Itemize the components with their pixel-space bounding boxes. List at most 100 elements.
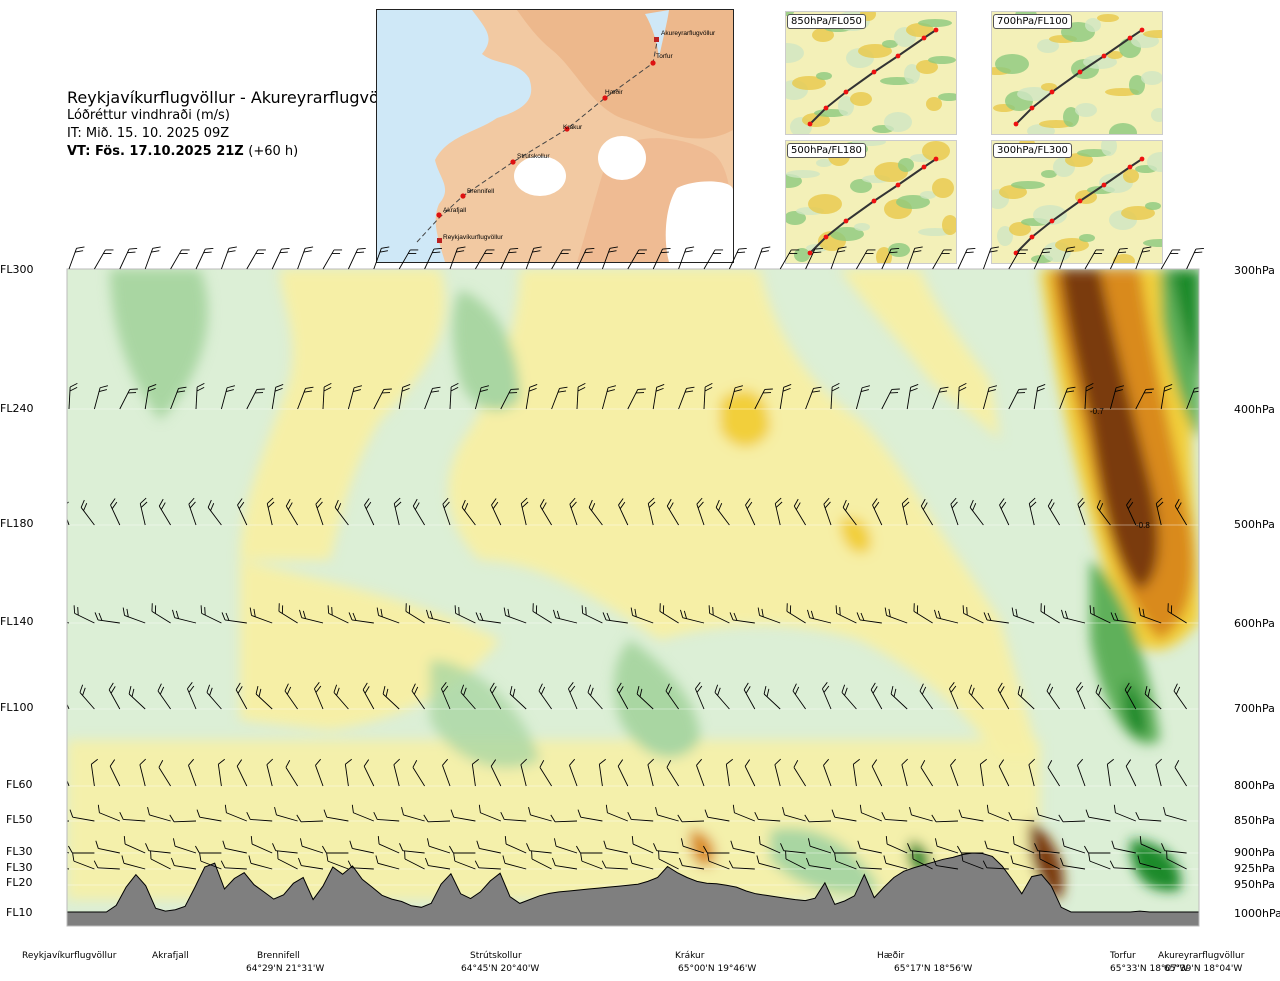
barb-staff — [67, 845, 70, 854]
wind-barb — [807, 838, 832, 854]
wind-barb — [449, 246, 466, 270]
thumb-blob — [1009, 222, 1031, 236]
wind-barb — [708, 605, 730, 624]
barb-feather — [1172, 249, 1181, 251]
barb-feather — [606, 389, 615, 393]
wind-barb — [299, 609, 324, 624]
barb-staff — [377, 862, 400, 870]
wind-barb — [1155, 497, 1164, 526]
barb-feather — [1195, 247, 1204, 250]
barb-feather — [745, 498, 751, 506]
region-down-west — [240, 269, 446, 560]
barb-feather — [1047, 498, 1053, 507]
barb-feather — [510, 247, 519, 250]
barb-staff — [647, 764, 654, 787]
barb-feather — [697, 501, 704, 509]
barb-feather — [736, 251, 746, 254]
barb-feather — [891, 388, 900, 390]
barb-feather — [206, 684, 211, 693]
wind-barb — [326, 853, 349, 870]
barb-feather — [1011, 607, 1014, 616]
barb-feather — [577, 386, 586, 392]
thumbnail-850hpa[interactable]: 850hPa/FL050 — [785, 11, 957, 135]
barb-feather — [82, 687, 86, 696]
barb-feather — [1043, 247, 1052, 250]
barb-staff — [478, 867, 501, 870]
barb-feather — [169, 814, 175, 823]
barb-feather — [1041, 251, 1050, 254]
barb-feather — [728, 860, 734, 869]
barb-feather — [999, 686, 1005, 694]
wind-barb — [779, 383, 792, 410]
barb-staff — [617, 766, 629, 787]
wind-barb — [653, 843, 679, 854]
barb-feather — [43, 858, 48, 866]
waypoint-label: Akrafjall — [152, 951, 189, 961]
wind-barb — [678, 386, 695, 410]
barb-feather — [98, 612, 103, 621]
barb-feather — [209, 687, 213, 696]
barb-feather — [1043, 605, 1046, 614]
barb-feather — [170, 857, 175, 866]
barb-feather — [949, 682, 955, 690]
thumbnail-700hpa[interactable]: 700hPa/FL100 — [991, 11, 1163, 135]
barb-staff — [403, 814, 425, 822]
barb-feather — [442, 685, 449, 693]
wind-barb — [1058, 814, 1086, 823]
barb-feather — [305, 246, 314, 249]
thumbnail-300hpa[interactable]: 300hPa/FL300 — [991, 140, 1163, 264]
thumb-blob — [850, 92, 872, 106]
thumbnail-500hpa[interactable]: 500hPa/FL180 — [785, 140, 957, 264]
wind-barb — [1040, 603, 1060, 624]
barb-feather — [860, 389, 869, 393]
barb-staff — [266, 764, 273, 787]
barb-staff — [123, 819, 146, 822]
barb-feather — [129, 247, 138, 250]
barb-staff — [326, 816, 349, 822]
barb-feather — [175, 610, 179, 619]
wind-barb — [647, 758, 655, 787]
wind-barb — [220, 246, 237, 270]
barb-feather — [139, 497, 147, 504]
barb-feather — [1166, 850, 1168, 860]
barb-feather — [961, 853, 964, 862]
barb-staff — [1139, 862, 1162, 870]
barb-feather — [841, 684, 846, 693]
barb-feather — [901, 758, 909, 765]
barb-feather — [822, 682, 828, 690]
wind-barb — [999, 498, 1010, 526]
wind-barb — [442, 497, 451, 526]
barb-feather — [865, 252, 874, 254]
valid-time: VT: Fös. 17.10.2025 21Z — [67, 144, 244, 159]
barb-feather — [80, 499, 85, 508]
barb-feather — [785, 850, 787, 860]
wind-barb — [266, 758, 274, 787]
barb-feather — [381, 246, 390, 249]
barb-feather — [176, 390, 186, 393]
barb-staff — [490, 766, 502, 787]
map-label-strutskollur: Strútskollur — [517, 153, 550, 160]
wind-barb — [520, 497, 529, 526]
barb-staff — [860, 847, 882, 854]
wind-barb — [424, 386, 441, 410]
wind-barb — [525, 383, 538, 410]
barb-feather — [246, 812, 251, 820]
barb-feather — [618, 686, 624, 694]
wind-barb — [373, 812, 400, 822]
barb-feather — [235, 682, 241, 690]
wind-barb — [249, 607, 273, 624]
barb-feather — [323, 809, 328, 818]
barb-feather — [1192, 390, 1199, 393]
wind-barb — [907, 843, 933, 854]
barb-feather — [520, 758, 528, 765]
wind-barb — [348, 612, 374, 624]
barb-feather — [791, 249, 800, 251]
wind-barb — [1046, 683, 1060, 710]
thumb-waypoint — [807, 121, 813, 127]
wind-barb — [694, 682, 705, 710]
barb-feather — [636, 686, 640, 695]
barb-feather — [1008, 812, 1013, 820]
wind-barb — [266, 497, 275, 526]
hpa-label: 850hPa — [1234, 814, 1275, 827]
barb-feather — [859, 804, 862, 813]
